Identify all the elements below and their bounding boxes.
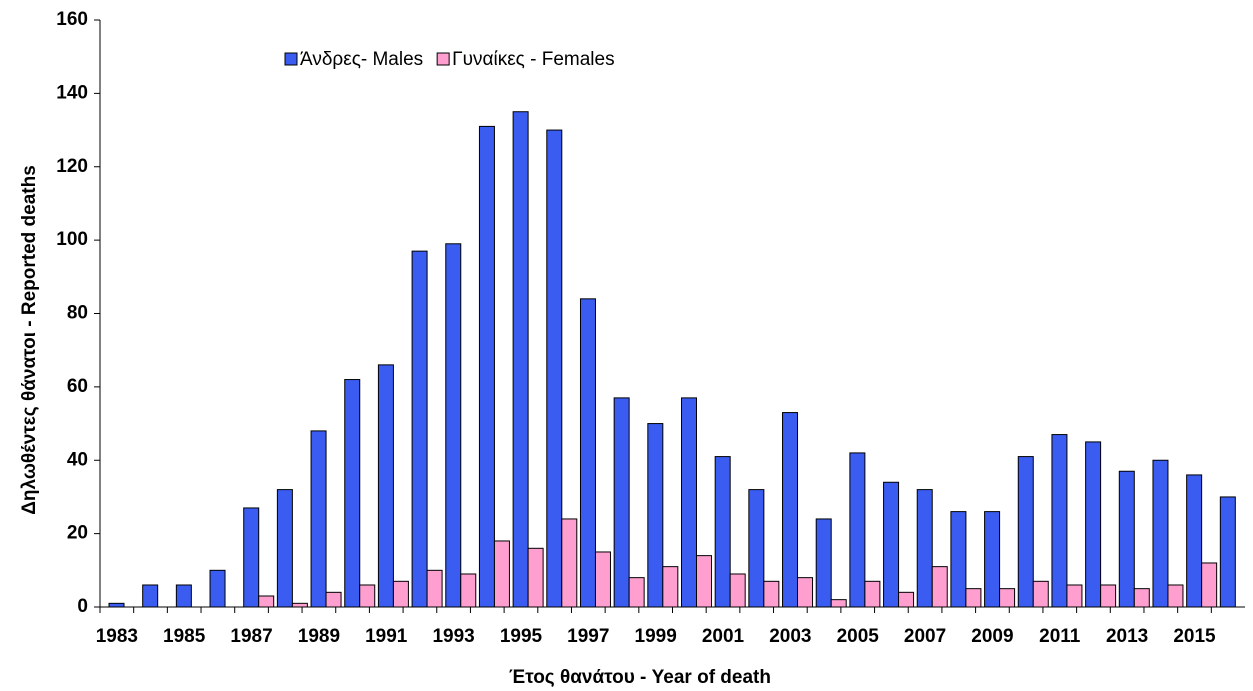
bar [763, 580, 780, 608]
legend-swatch [284, 52, 298, 66]
legend-label: Άνδρες- Males [300, 49, 423, 70]
x-tick-label: 2007 [904, 626, 946, 647]
x-tick-label: 1997 [567, 626, 609, 647]
bar [830, 599, 847, 608]
bar [1017, 456, 1034, 608]
bar [325, 591, 342, 608]
bar [647, 423, 664, 608]
bar [392, 580, 409, 608]
bar [359, 584, 376, 608]
x-tick-label: 1987 [230, 626, 272, 647]
bar [628, 577, 645, 608]
bar [1133, 588, 1150, 608]
bar [527, 547, 544, 608]
bar [662, 566, 679, 608]
bar [1186, 474, 1203, 608]
x-tick-label: 2013 [1106, 626, 1148, 647]
bar [1201, 562, 1218, 608]
bar [411, 250, 428, 608]
y-tick-label: 100 [56, 229, 88, 250]
x-tick-label: 1989 [298, 626, 340, 647]
bar [344, 379, 361, 608]
bar [594, 551, 611, 608]
y-tick-label: 40 [67, 449, 88, 470]
bar [916, 489, 933, 608]
bar [561, 518, 578, 608]
bar [512, 111, 529, 608]
bar [1219, 496, 1236, 608]
x-tick-label: 2011 [1039, 626, 1081, 647]
bar [883, 481, 900, 608]
bar [276, 489, 293, 608]
x-tick-label: 2003 [769, 626, 811, 647]
x-tick-label: 2009 [971, 626, 1013, 647]
x-tick-label: 2005 [837, 626, 880, 647]
bar [493, 540, 510, 608]
x-axis-label: Έτος θανάτου - Year of death [509, 667, 771, 688]
y-tick-label: 160 [56, 9, 88, 30]
bar [1152, 459, 1169, 608]
x-tick-label: 2001 [702, 626, 745, 647]
bar [377, 364, 394, 608]
bar [898, 591, 915, 608]
legend-label: Γυναίκες - Females [452, 49, 614, 70]
bar [546, 129, 563, 608]
y-tick-label: 60 [67, 376, 88, 397]
bar [579, 298, 596, 608]
y-tick-label: 20 [67, 523, 88, 544]
bar [142, 584, 159, 608]
bar [426, 569, 443, 608]
bar [782, 412, 799, 608]
x-tick-label: 1999 [635, 626, 677, 647]
x-tick-label: 1995 [500, 626, 543, 647]
bar [965, 588, 982, 608]
bar [849, 452, 866, 608]
bar [931, 566, 948, 608]
bar [1085, 441, 1102, 608]
bar [209, 569, 226, 608]
x-tick-label: 1983 [96, 626, 138, 647]
y-tick-label: 80 [67, 303, 88, 324]
bar [243, 507, 260, 608]
bar [681, 397, 697, 608]
bar [1118, 470, 1135, 608]
y-axis-label: Δηλωθέντες θάνατοι - Reported deaths [19, 165, 40, 515]
bar [445, 243, 462, 608]
bar [613, 397, 630, 608]
bar [950, 511, 967, 608]
bar [1100, 584, 1117, 608]
bar [291, 602, 308, 608]
x-tick-label: 2015 [1173, 626, 1216, 647]
y-tick-label: 0 [77, 596, 88, 617]
legend-swatch [436, 52, 450, 66]
bar [460, 573, 477, 608]
x-tick-label: 1991 [365, 626, 408, 647]
bar [696, 555, 712, 608]
bar [1066, 584, 1083, 608]
bar [1167, 584, 1184, 608]
bar [258, 595, 275, 608]
x-tick-label: 1985 [163, 626, 206, 647]
bar [1032, 580, 1049, 608]
bar [797, 577, 814, 608]
bar [1051, 434, 1068, 608]
bar [815, 518, 832, 608]
y-tick-label: 140 [56, 82, 88, 103]
bar [999, 588, 1016, 608]
bar [729, 573, 746, 608]
y-tick-label: 120 [56, 156, 88, 177]
bar [864, 580, 881, 608]
bar [714, 456, 731, 608]
bar [748, 489, 765, 608]
bar [175, 584, 192, 608]
bar [984, 511, 1001, 608]
bar [108, 602, 125, 608]
bar [310, 430, 327, 608]
x-tick-label: 1993 [432, 626, 474, 647]
bar [478, 125, 495, 608]
